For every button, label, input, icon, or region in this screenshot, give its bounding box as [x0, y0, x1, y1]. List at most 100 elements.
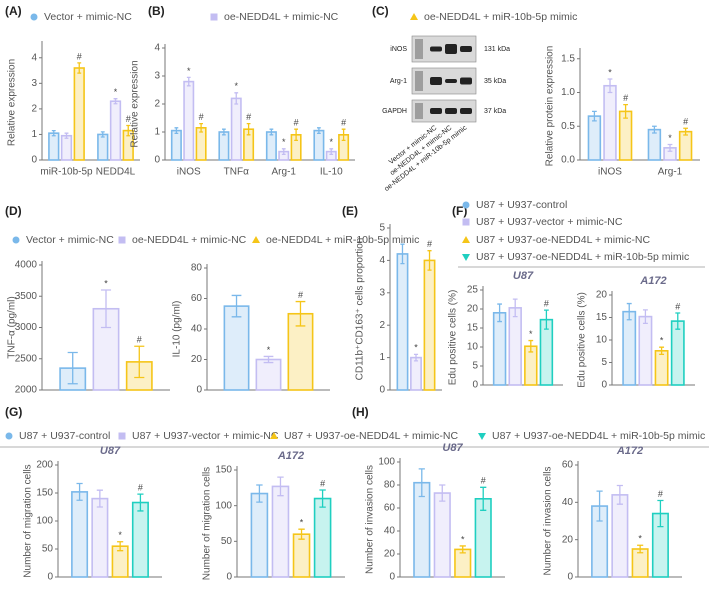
y-tick-label: 2000: [15, 385, 38, 396]
panel-label: (B): [148, 4, 165, 18]
y-axis-label: IL-10 (pg/ml): [172, 301, 183, 358]
y-tick-label: 100: [215, 500, 232, 511]
y-axis-label: Relative expression: [7, 59, 18, 146]
significance-mark: #: [683, 117, 688, 127]
y-tick-label: 15: [596, 312, 608, 323]
bar: [678, 130, 693, 161]
significance-mark: *: [660, 336, 664, 346]
y-tick-label: 4: [379, 255, 385, 266]
significance-mark: *: [118, 530, 122, 540]
significance-mark: *: [638, 534, 642, 544]
error-bar: [329, 148, 334, 156]
error-bar: [269, 128, 274, 136]
y-tick-label: 60: [384, 503, 396, 514]
significance-mark: #: [138, 482, 143, 492]
legend-label: U87 + U937-control: [19, 430, 110, 442]
y-tick-label: 100: [36, 516, 53, 527]
error-bar: [222, 128, 226, 136]
blot-protein-label: Arg-1: [390, 78, 407, 85]
bar: [670, 320, 685, 386]
error-bar: [76, 482, 83, 501]
legend-marker: [462, 236, 470, 243]
y-tick-label: 2: [31, 104, 37, 115]
error-bar: [256, 484, 263, 503]
x-tick-label: miR-10b-5p: [40, 167, 93, 178]
significance-mark: *: [300, 518, 304, 528]
ladder: [415, 39, 423, 59]
y-tick-label: 20: [562, 534, 574, 545]
significance-mark: #: [246, 112, 251, 122]
error-bar: [137, 493, 144, 512]
bar: [638, 315, 653, 386]
legend-label: Vector + mimic-NC: [44, 11, 132, 23]
significance-mark: #: [481, 476, 486, 486]
panel-label: (H): [352, 405, 369, 419]
blot-band: [460, 108, 472, 114]
significance-mark: #: [126, 114, 131, 124]
significance-mark: #: [137, 335, 142, 345]
blot-band: [445, 108, 457, 114]
y-tick-label: 40: [384, 526, 396, 537]
significance-mark: #: [77, 51, 82, 61]
significance-mark: *: [668, 133, 672, 143]
y-tick-label: 150: [36, 488, 53, 499]
y-tick-label: 1.5: [561, 53, 575, 64]
blot-band: [445, 79, 457, 83]
bar: [71, 491, 89, 578]
error-bar: [642, 309, 648, 324]
blot-protein-label: GAPDH: [382, 108, 407, 115]
y-tick-label: 5: [472, 361, 478, 372]
y-tick-label: 3500: [15, 291, 38, 302]
y-tick-label: 80: [191, 263, 203, 274]
error-bar: [637, 544, 644, 554]
legend-label: oe-NEDD4L + miR-10b-5p mimic: [266, 234, 419, 246]
blot-size-label: 37 kDa: [484, 108, 506, 115]
y-tick-label: 0: [389, 572, 395, 583]
ladder: [415, 71, 423, 91]
bar: [508, 307, 522, 386]
error-bar: [413, 353, 419, 362]
error-bar: [675, 312, 681, 330]
error-bar: [281, 148, 286, 156]
blot-band: [430, 46, 442, 52]
legend-marker: [210, 13, 218, 21]
legend-label: U87 + U937-oe-NEDD4L + mimic-NC: [284, 430, 458, 442]
y-tick-label: 0: [154, 155, 160, 166]
y-tick-label: 50: [42, 544, 54, 555]
error-bar: [319, 489, 326, 508]
error-bar: [298, 528, 305, 540]
bar: [622, 310, 637, 386]
y-tick-label: 20: [596, 290, 608, 301]
error-bar: [246, 122, 251, 136]
error-bar: [659, 346, 665, 356]
y-tick-label: 0: [379, 385, 385, 396]
bar: [423, 259, 436, 391]
y-tick-label: 20: [191, 354, 203, 365]
error-bar: [652, 125, 657, 134]
chart-title: U87: [100, 445, 121, 457]
y-axis-label: Edu positive cells (%): [577, 292, 588, 388]
bar: [454, 548, 472, 578]
error-bar: [234, 92, 239, 105]
bar: [292, 533, 311, 578]
bar: [230, 97, 242, 161]
y-tick-label: 20: [384, 549, 396, 560]
legend-marker: [270, 432, 278, 439]
y-tick-label: 2500: [15, 353, 38, 364]
blot-membrane: [411, 99, 477, 123]
y-tick-label: 20: [467, 304, 479, 315]
error-bar: [174, 127, 179, 135]
y-axis-label: Number of migration cells: [202, 467, 213, 580]
legend-marker: [30, 13, 38, 21]
bar: [109, 100, 122, 161]
bar: [97, 133, 109, 161]
significance-mark: *: [267, 345, 271, 355]
y-tick-label: 1: [379, 352, 385, 363]
significance-mark: *: [114, 87, 118, 97]
bar: [313, 129, 325, 161]
blot-size-label: 35 kDa: [484, 78, 506, 85]
y-tick-label: 80: [384, 480, 396, 491]
chart-title: A172: [616, 445, 643, 457]
significance-mark: #: [298, 290, 303, 300]
